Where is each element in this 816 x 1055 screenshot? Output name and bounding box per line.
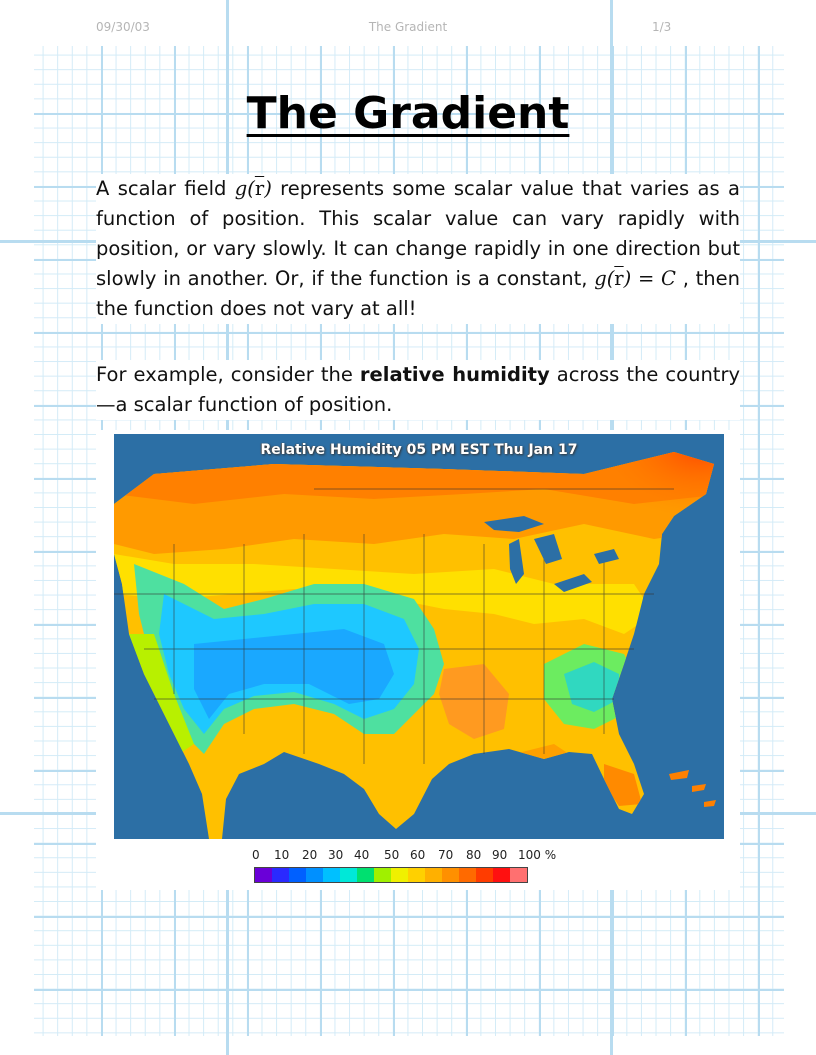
scale-swatch [255, 868, 272, 882]
scale-swatch [374, 868, 391, 882]
scale-swatch [425, 868, 442, 882]
humidity-map-graphic [114, 452, 716, 839]
scale-label: 100 % [518, 848, 557, 862]
para1-text-3: , then the function does not vary at all… [96, 267, 740, 320]
math-g-equals-c: g(r) = C [594, 267, 676, 290]
scale-swatch [391, 868, 408, 882]
scale-swatch [289, 868, 306, 882]
humidity-map-image: Relative Humidity 05 PM EST Thu Jan 17 [114, 434, 724, 839]
humidity-scale-labels: 0 10 20 30 40 50 60 70 80 90 100 % [250, 848, 570, 864]
header-page-number: 1/3 [652, 20, 672, 34]
scale-swatch [357, 868, 374, 882]
scale-label: 70 [438, 848, 454, 862]
scale-swatch [323, 868, 340, 882]
paragraph-scalar-field: A scalar field g(r) represents some scal… [96, 174, 740, 324]
math-position-vector: r [614, 267, 624, 290]
humidity-field [114, 452, 714, 839]
map-title: Relative Humidity 05 PM EST Thu Jan 17 [260, 442, 578, 458]
scale-label: 10 [274, 848, 290, 862]
math-constant-rhs: = C [631, 267, 676, 290]
scale-swatch [340, 868, 357, 882]
scale-label: 30 [328, 848, 344, 862]
scale-swatch [493, 868, 510, 882]
math-func-g: g [234, 177, 248, 200]
math-func-g: g [594, 267, 607, 290]
state-borders [114, 488, 674, 764]
scale-swatch [442, 868, 459, 882]
para2-text-2: across the country—a scalar function of … [96, 363, 741, 416]
scale-label: 60 [410, 848, 426, 862]
scale-label: 0 [252, 848, 260, 862]
scale-swatch [510, 868, 527, 882]
document-title-text: The Gradient [246, 88, 570, 139]
header-title: The Gradient [368, 20, 448, 34]
paragraph-humidity-example: For example, consider the relative humid… [96, 360, 740, 420]
scale-label: 80 [466, 848, 482, 862]
islands [669, 770, 716, 807]
math-position-vector: r [254, 177, 265, 200]
para2-text-1: For example, consider the [96, 363, 360, 386]
great-lakes [484, 516, 619, 592]
scale-label: 50 [384, 848, 400, 862]
scale-swatch [408, 868, 425, 882]
page-header: 09/30/03 The Gradient 1/3 [0, 20, 816, 38]
para1-text-2: represents some scalar value that varies… [96, 177, 740, 290]
scale-label: 40 [354, 848, 370, 862]
scale-label: 20 [302, 848, 318, 862]
para1-text-1: A scalar field [96, 177, 235, 200]
scale-swatch [459, 868, 476, 882]
scale-label: 90 [492, 848, 508, 862]
scale-swatch [306, 868, 323, 882]
scale-swatch [476, 868, 493, 882]
document-title: The Gradient [0, 84, 816, 144]
scale-swatch [272, 868, 289, 882]
math-g-of-r: g(r) [234, 177, 272, 200]
header-date: 09/30/03 [96, 20, 150, 34]
humidity-color-scale [254, 867, 528, 883]
para2-bold-term: relative humidity [359, 363, 550, 386]
